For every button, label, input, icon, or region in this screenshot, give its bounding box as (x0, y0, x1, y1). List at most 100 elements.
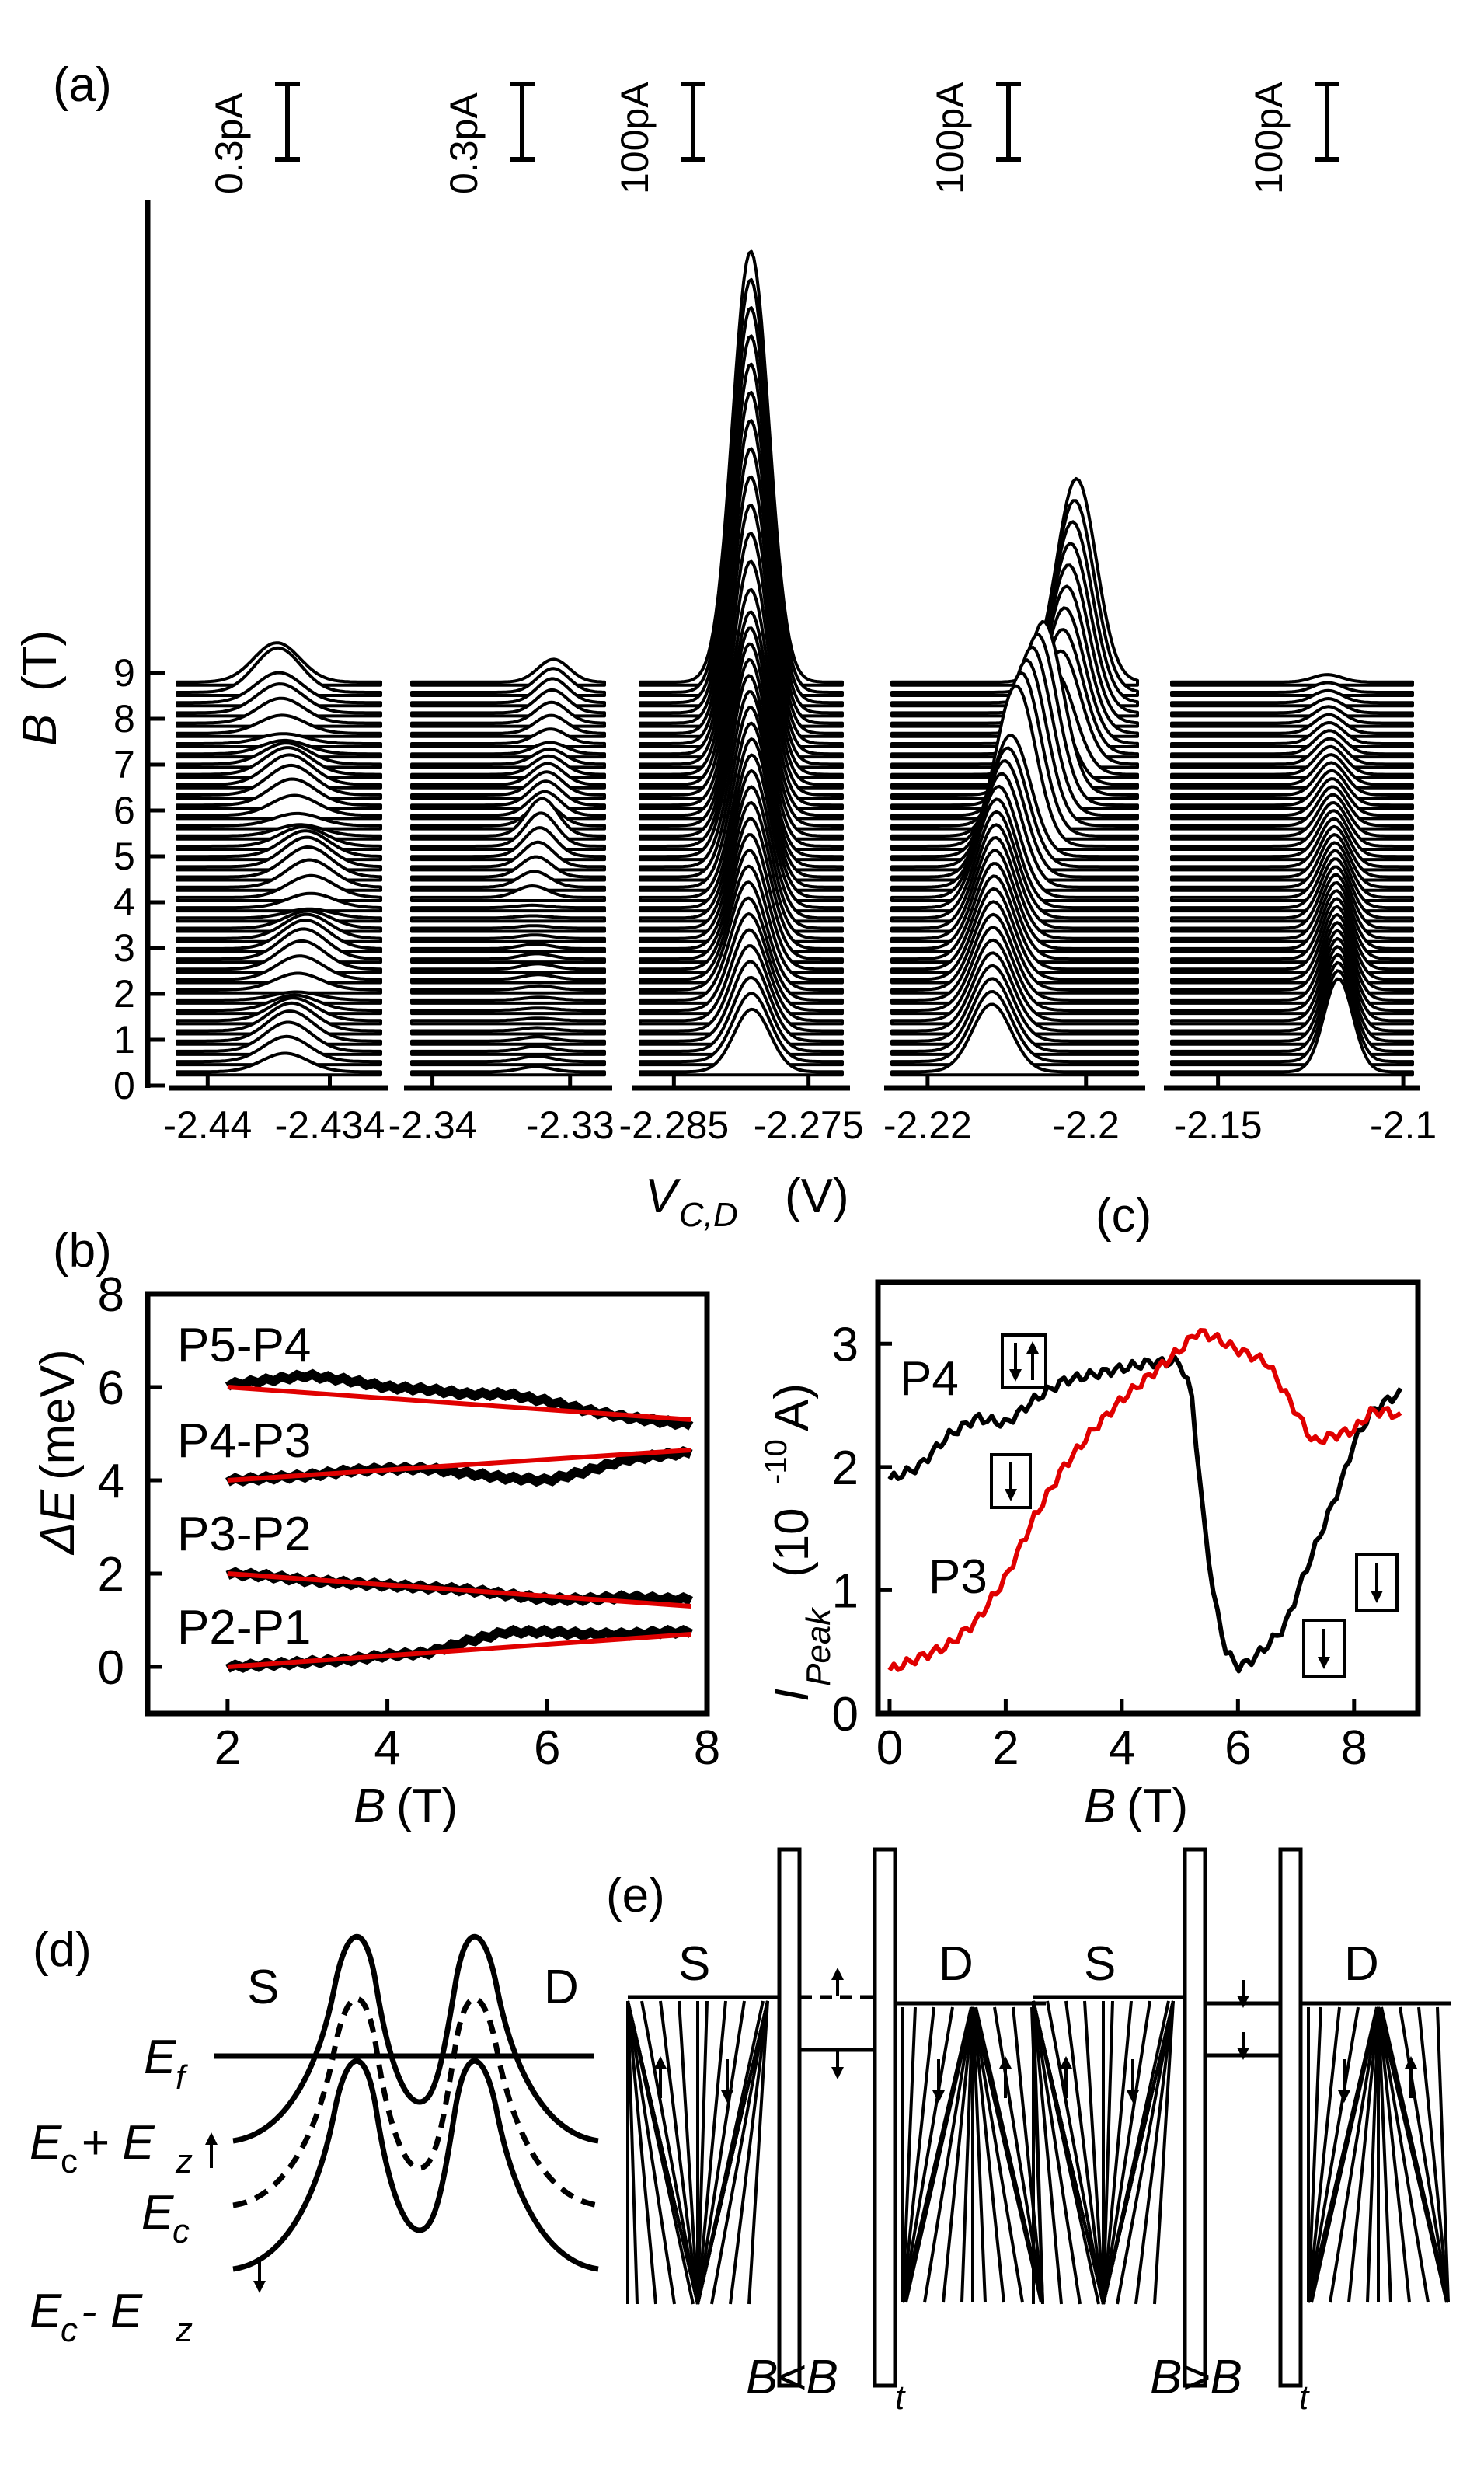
a-subpanel-p1 (176, 641, 382, 1077)
a-trace (176, 954, 382, 985)
d-ec-plus-op: + E (81, 2116, 155, 2170)
e-hatch-line (659, 2000, 699, 2305)
c-y-label-sub: Peak (799, 1607, 838, 1686)
a-x-axes: -2.44 -2.434 -2.34 -2.33 -2.285 -2.275 -2.22 -2… (163, 1074, 1437, 1147)
b-y-tick-label: 4 (98, 1455, 124, 1508)
a-trace (410, 1006, 606, 1016)
a-subpanel-p4 (890, 476, 1139, 1077)
c-x-tick-label: 4 (1109, 1721, 1135, 1775)
e-hatch-line (1153, 2000, 1175, 2305)
e-dot-levels (1205, 1980, 1280, 2060)
panel-d: (d) S D E f E c + E z E c E c - E z (30, 1923, 599, 2349)
c-y-label-tail: A) (765, 1383, 819, 1431)
a-trace (410, 995, 606, 1005)
b-y-label: ΔE (meV) (31, 1349, 85, 1556)
a-trace (1170, 705, 1414, 728)
a-trace (639, 1007, 844, 1077)
c-x-label: B (T) (1084, 1780, 1188, 1833)
b-fit-line (227, 1571, 691, 1609)
d-spin-down-arrow-head (253, 2281, 266, 2293)
a-trace (890, 964, 1139, 1046)
a-trace (176, 696, 382, 728)
e-hatch-line (1329, 2006, 1380, 2303)
b-series-label: P2-P1 (177, 1601, 311, 1654)
a-y-tick-label: 9 (113, 651, 135, 695)
a-trace (176, 971, 382, 995)
b-data-line (225, 1624, 694, 1673)
c-spin-box-up-down (1001, 1333, 1047, 1389)
b-series-label: P3-P2 (177, 1508, 311, 1561)
a-trace (890, 926, 1139, 1016)
a-trace (890, 977, 1139, 1056)
b-x-tick-label: 6 (534, 1721, 560, 1775)
d-curve-upper (232, 1933, 599, 2144)
c-x-tick-label: 8 (1341, 1721, 1367, 1775)
d-ec: E (141, 2186, 174, 2240)
a-y-tick-label: 6 (113, 789, 135, 832)
a-trace (890, 887, 1139, 985)
a-x-tick-label: -2.1 (1370, 1103, 1437, 1147)
c-plot-frame (875, 1279, 1421, 1717)
a-scale-bar-p2: 0.3pA (442, 82, 535, 194)
panel-label-b: (b) (53, 1224, 112, 1278)
d-label-ec: E c (141, 2186, 190, 2250)
e-hatch-line (640, 2000, 699, 2305)
a-subpanel-p5 (1170, 673, 1414, 1077)
e-hatch-line (696, 2000, 769, 2305)
e-dot-levels (799, 1968, 875, 2079)
a-trace (176, 873, 382, 902)
a-trace (410, 984, 606, 995)
e-hatch-line (678, 2000, 699, 2305)
a-trace (1170, 737, 1414, 769)
e-drain-spin-down (1338, 2059, 1350, 2103)
e-hatch-line (1436, 2006, 1450, 2303)
a-trace (1170, 673, 1414, 687)
b-x-label: B (T) (354, 1780, 458, 1833)
e-hatch-line (1032, 2000, 1082, 2305)
e-barrier-right (1278, 1847, 1303, 2388)
a-trace (410, 855, 606, 882)
a-trace (1170, 713, 1414, 738)
b-fit-line (227, 1385, 691, 1422)
d-ec-minus-e: E (30, 2285, 62, 2338)
b-fit-line (227, 1448, 691, 1483)
e-hatch-line (1307, 2006, 1360, 2303)
c-annot-p3: P3 (928, 1550, 988, 1604)
b-plot-frame (145, 1291, 710, 1717)
a-trace (410, 1044, 606, 1056)
panel-label-d: (d) (33, 1923, 92, 1977)
c-plot-area: P4 P3 (887, 1328, 1403, 1674)
e-drain-label: D (1344, 1937, 1379, 1991)
e-hatch-line (971, 2006, 1024, 2303)
e-hatch-line (1032, 2000, 1063, 2305)
c-y-label-exp: -10 (759, 1439, 793, 1484)
e-hatch-line (1102, 2000, 1133, 2305)
a-y-tick-label: 2 (113, 972, 135, 1016)
e-hatch-line (901, 2006, 954, 2303)
b-y-label-var: ΔE (31, 1489, 85, 1556)
a-scale-label: 100pA (613, 82, 657, 194)
a-scale-label: 100pA (928, 82, 972, 194)
a-subpanel-p3 (639, 249, 844, 1077)
a-trace (176, 939, 382, 974)
a-trace (410, 1054, 606, 1067)
a-trace (410, 962, 606, 974)
e-hatch-line (904, 2006, 974, 2303)
a-trace (1170, 721, 1414, 748)
e-drain-spin-down (932, 2059, 945, 2103)
e-hatch-line (1102, 2000, 1175, 2305)
b-plot-area: P5-P4 P4-P3 P3-P2 P2-P1 (177, 1319, 694, 1673)
a-trace (890, 951, 1139, 1036)
e-hatch-line (901, 2006, 917, 2303)
a-trace (1170, 833, 1414, 892)
c-annot-p4: P4 (900, 1352, 959, 1406)
b-series-p2-p1: P2-P1 (177, 1601, 694, 1673)
e-source-spin-down (1127, 2059, 1139, 2103)
b-series-label: P4-P3 (177, 1414, 311, 1468)
a-trace (410, 826, 606, 862)
a-x-tick-label: -2.434 (275, 1103, 385, 1147)
d-label-ec-minus-ez: E c - E z (30, 2257, 266, 2349)
d-fermi-label-sub: f (176, 2058, 189, 2097)
b-ticks: 2 4 6 8 0 2 4 6 8 (98, 1268, 721, 1775)
